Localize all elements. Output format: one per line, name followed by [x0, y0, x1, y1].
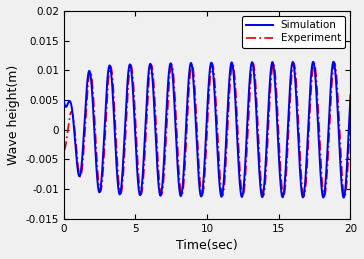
Y-axis label: Wave height(m): Wave height(m) — [7, 65, 20, 165]
Experiment — [274, 87, 278, 90]
Experiment — [62, 149, 66, 153]
Experiment — [348, 113, 353, 116]
X-axis label: Time(sec): Time(sec) — [176, 239, 238, 252]
Simulation — [341, 196, 346, 199]
Simulation — [165, 89, 170, 92]
Legend: Simulation, Experiment: Simulation, Experiment — [242, 16, 345, 48]
Simulation — [331, 60, 336, 63]
Experiment — [231, 64, 236, 67]
Experiment — [244, 167, 248, 170]
Experiment — [343, 195, 347, 198]
Experiment — [165, 107, 170, 111]
Simulation — [62, 98, 66, 102]
Simulation — [231, 70, 236, 73]
Line: Simulation: Simulation — [64, 62, 351, 198]
Line: Experiment: Experiment — [64, 63, 351, 196]
Simulation — [76, 171, 80, 174]
Experiment — [332, 61, 337, 64]
Simulation — [348, 94, 353, 97]
Simulation — [274, 104, 278, 107]
Simulation — [289, 65, 294, 68]
Simulation — [244, 149, 248, 153]
Experiment — [289, 76, 294, 79]
Experiment — [76, 165, 80, 168]
